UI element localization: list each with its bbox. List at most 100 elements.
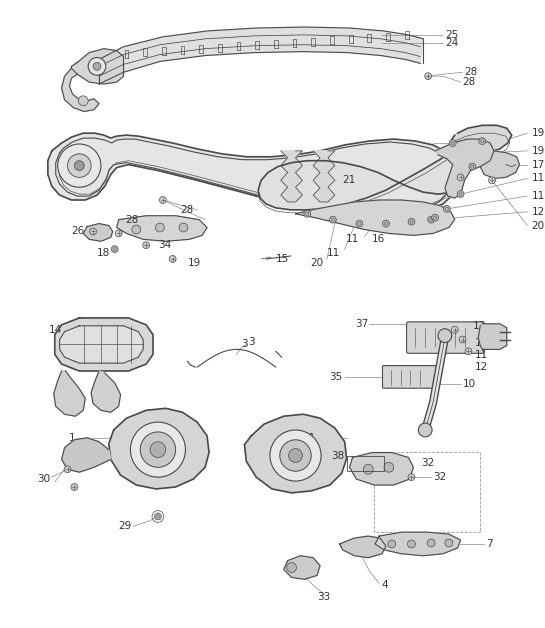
Polygon shape xyxy=(281,151,302,202)
Polygon shape xyxy=(479,324,507,349)
Polygon shape xyxy=(313,151,335,202)
Polygon shape xyxy=(54,318,153,371)
Circle shape xyxy=(356,220,363,227)
Text: 1: 1 xyxy=(69,433,75,443)
Polygon shape xyxy=(258,153,463,210)
Polygon shape xyxy=(91,371,120,412)
Circle shape xyxy=(419,423,432,437)
Text: 28: 28 xyxy=(125,215,138,225)
Circle shape xyxy=(88,58,106,75)
Text: 15: 15 xyxy=(276,254,289,264)
Text: 20: 20 xyxy=(531,220,544,230)
Circle shape xyxy=(451,327,458,333)
Circle shape xyxy=(155,223,164,232)
Circle shape xyxy=(479,138,486,144)
Circle shape xyxy=(58,144,101,187)
Circle shape xyxy=(408,218,415,225)
Polygon shape xyxy=(71,48,124,84)
Text: 33: 33 xyxy=(317,592,330,602)
Circle shape xyxy=(115,230,122,237)
Text: 32: 32 xyxy=(433,472,446,482)
Circle shape xyxy=(68,154,91,177)
Circle shape xyxy=(438,328,452,342)
Circle shape xyxy=(408,540,415,548)
Circle shape xyxy=(111,246,118,252)
Circle shape xyxy=(179,223,188,232)
Polygon shape xyxy=(59,326,143,363)
Circle shape xyxy=(169,256,176,263)
Circle shape xyxy=(388,540,396,548)
Polygon shape xyxy=(349,453,414,485)
Polygon shape xyxy=(62,438,111,472)
Text: 14: 14 xyxy=(49,325,62,335)
FancyBboxPatch shape xyxy=(383,365,439,388)
Text: 28: 28 xyxy=(180,205,193,215)
Text: 34: 34 xyxy=(158,241,171,250)
Circle shape xyxy=(364,464,373,474)
Polygon shape xyxy=(295,200,455,236)
Circle shape xyxy=(329,216,336,223)
Circle shape xyxy=(154,513,161,520)
Text: 11: 11 xyxy=(346,234,359,244)
Circle shape xyxy=(75,161,84,171)
Text: 19: 19 xyxy=(418,202,431,212)
Text: 30: 30 xyxy=(37,474,50,484)
Polygon shape xyxy=(83,224,113,241)
Circle shape xyxy=(64,466,71,473)
Circle shape xyxy=(140,432,175,467)
Circle shape xyxy=(132,225,141,234)
FancyBboxPatch shape xyxy=(407,322,484,354)
Text: 11: 11 xyxy=(531,173,544,183)
Text: 17: 17 xyxy=(531,160,544,170)
Circle shape xyxy=(384,462,394,472)
Polygon shape xyxy=(435,139,494,198)
Text: 12: 12 xyxy=(531,207,544,217)
Text: 11: 11 xyxy=(474,338,488,349)
Circle shape xyxy=(457,174,464,181)
Polygon shape xyxy=(109,408,209,489)
Circle shape xyxy=(130,422,185,477)
Text: 4: 4 xyxy=(381,580,387,590)
Text: 29: 29 xyxy=(118,521,131,531)
Text: 11: 11 xyxy=(531,191,544,201)
Text: 13: 13 xyxy=(473,321,486,331)
Polygon shape xyxy=(244,414,347,493)
Circle shape xyxy=(270,430,321,481)
Circle shape xyxy=(78,96,88,106)
Circle shape xyxy=(408,474,415,480)
Polygon shape xyxy=(99,27,423,84)
Text: 10: 10 xyxy=(463,379,476,389)
Circle shape xyxy=(432,214,439,221)
Text: 3: 3 xyxy=(249,337,255,347)
Text: 37: 37 xyxy=(355,319,368,329)
Circle shape xyxy=(287,563,296,573)
Circle shape xyxy=(280,440,311,471)
Circle shape xyxy=(459,336,466,343)
Polygon shape xyxy=(284,556,320,580)
Text: 19: 19 xyxy=(531,128,544,138)
Text: 19: 19 xyxy=(187,258,201,268)
Polygon shape xyxy=(62,68,99,112)
Circle shape xyxy=(383,220,389,227)
Text: 38: 38 xyxy=(331,450,344,460)
Polygon shape xyxy=(375,532,461,556)
Text: 28: 28 xyxy=(463,77,476,87)
Circle shape xyxy=(93,62,101,70)
Bar xyxy=(347,455,384,471)
Text: 3: 3 xyxy=(241,340,248,349)
Text: 11: 11 xyxy=(474,350,488,360)
Circle shape xyxy=(457,191,464,198)
Text: 4 7: 4 7 xyxy=(353,459,367,468)
Circle shape xyxy=(449,139,456,146)
Polygon shape xyxy=(451,126,512,154)
Circle shape xyxy=(428,216,434,223)
Text: 26: 26 xyxy=(71,227,84,237)
Circle shape xyxy=(289,448,302,462)
Circle shape xyxy=(425,73,432,80)
Circle shape xyxy=(445,539,453,547)
Circle shape xyxy=(71,484,78,490)
Text: 11: 11 xyxy=(326,248,340,258)
Circle shape xyxy=(444,205,450,212)
Text: 7: 7 xyxy=(486,539,493,549)
Text: 16: 16 xyxy=(372,234,385,244)
